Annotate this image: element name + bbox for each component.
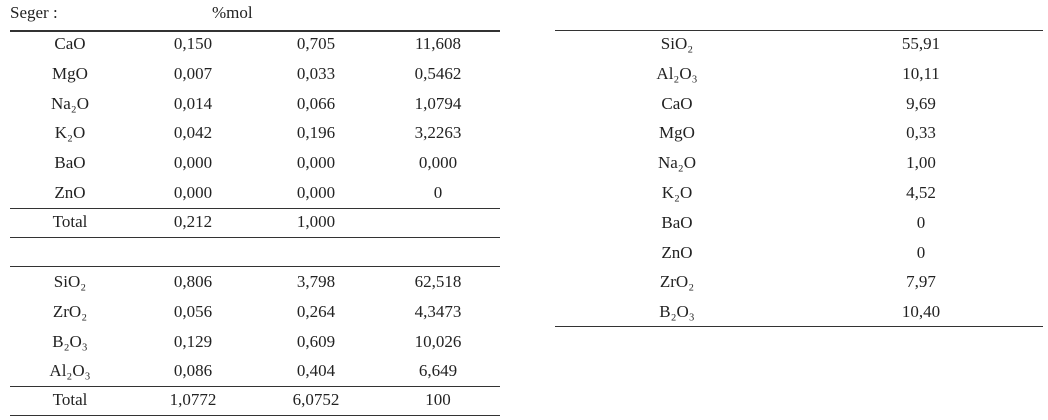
table-cell: 7,97: [906, 272, 936, 292]
table-cell: 100: [425, 390, 451, 409]
table-cell: 1,000: [296, 212, 336, 231]
rule: [10, 386, 500, 387]
table-cell: 3,798: [296, 272, 336, 291]
header-unit: %mol: [212, 3, 253, 22]
table-cell: 0,705: [296, 34, 336, 53]
table-cell: K₂O: [54, 123, 86, 143]
table-cell: 0,000: [418, 153, 458, 173]
table-cell: ZrO₂: [659, 272, 695, 292]
table-cell: 0,000: [173, 183, 213, 202]
table-cell: 0,042: [173, 123, 213, 143]
table-cell: K₂O: [661, 183, 693, 202]
table-cell: Total: [52, 390, 88, 409]
table-cell: B₂O₃: [52, 331, 88, 351]
table-cell: Al₂O₃: [656, 63, 698, 83]
table-cell: 0,007: [173, 63, 213, 83]
table-cell: 0,264: [296, 301, 336, 321]
table-cell: Na₂O: [657, 153, 697, 173]
table-cell: 3,2263: [414, 123, 462, 143]
table-cell: 4,52: [906, 183, 936, 202]
table-cell: 0: [916, 212, 926, 232]
table-cell: CaO: [661, 93, 693, 113]
table-cell: CaO: [54, 34, 86, 53]
table-cell: 0,806: [173, 272, 213, 291]
table-cell: SiO₂: [660, 34, 694, 53]
rule: [10, 30, 500, 32]
table-cell: 55,91: [901, 34, 941, 53]
rule: [10, 208, 500, 209]
table-cell: 62,518: [414, 272, 462, 291]
table-cell: 0,212: [173, 212, 213, 231]
table-cell: 11,608: [414, 34, 462, 53]
rule: [10, 415, 500, 416]
table-cell: ZrO₂: [52, 301, 88, 321]
table-cell: MgO: [52, 63, 88, 83]
table-cell: 1,0794: [414, 93, 462, 113]
table-cell: 0: [433, 183, 443, 202]
table-cell: 6,0752: [292, 390, 340, 409]
rule: [555, 30, 1043, 31]
table-cell: 0,609: [296, 331, 336, 351]
table-cell: Total: [52, 212, 88, 231]
table-cell: 10,40: [901, 302, 941, 322]
table-cell: 0,196: [296, 123, 336, 143]
table-cell: 0,000: [296, 183, 336, 202]
rule: [10, 266, 500, 267]
table-cell: 0,404: [296, 361, 336, 381]
table-cell: MgO: [659, 123, 695, 143]
table-cell: 10,11: [902, 63, 940, 83]
table-cell: 0,086: [173, 361, 213, 381]
table-cell: BaO: [661, 212, 693, 232]
table-cell: 9,69: [906, 93, 936, 113]
table-cell: 0,000: [296, 153, 336, 173]
table-cell: ZnO: [54, 183, 86, 202]
table-cell: 0,033: [296, 63, 336, 83]
table-cell: 0: [916, 242, 926, 262]
table-cell: 0,5462: [414, 63, 462, 83]
rule: [10, 237, 500, 238]
table-cell: 1,00: [906, 153, 936, 173]
table-cell: BaO: [54, 153, 86, 173]
table-cell: 0,066: [296, 93, 336, 113]
table-cell: 0,150: [173, 34, 213, 53]
table-cell: 0,014: [173, 93, 213, 113]
table-cell: 4,3473: [414, 301, 462, 321]
table-cell: Na₂O: [50, 93, 90, 113]
table-cell: 0,33: [906, 123, 936, 143]
table-cell: ZnO: [661, 242, 693, 262]
table-cell: 0,000: [173, 153, 213, 173]
table-cell: 10,026: [414, 331, 462, 351]
table-cell: 6,649: [418, 361, 458, 381]
table-cell: 0,056: [173, 301, 213, 321]
header-title: Seger :: [10, 3, 58, 22]
rule: [555, 326, 1043, 327]
table-cell: B₂O₃: [659, 302, 695, 322]
table-cell: 0,129: [173, 331, 213, 351]
table-cell: Al₂O₃: [49, 361, 91, 381]
table-cell: 1,0772: [169, 390, 217, 409]
table-cell: SiO₂: [53, 272, 87, 291]
